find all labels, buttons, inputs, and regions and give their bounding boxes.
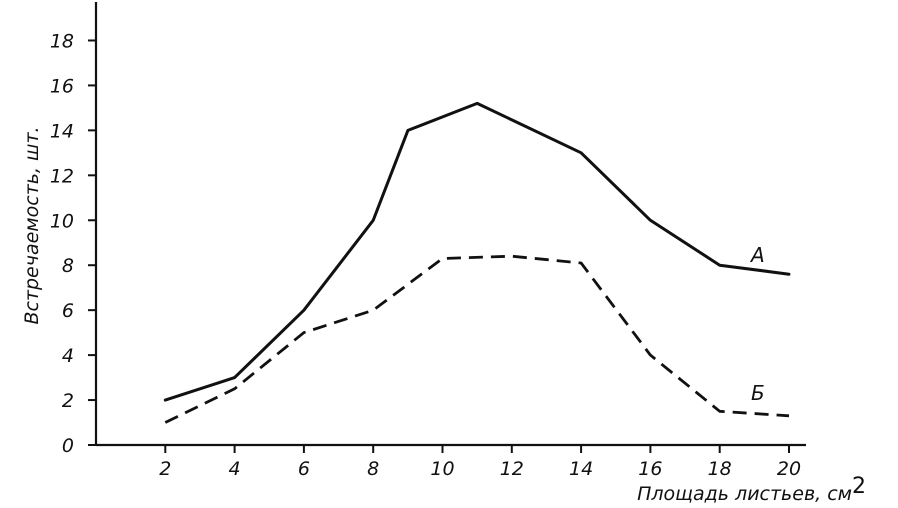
x-tick-label: 4 [229,458,241,480]
axes [94,2,806,447]
x-tick-label: 12 [500,458,524,480]
y-tick-label: 8 [62,255,74,277]
series-line-a [163,101,791,402]
y-tick-label: 0 [62,435,74,457]
series-label-b: Б [751,381,765,405]
x-axis-label-text: Площадь листьев, см [637,483,852,505]
x-tick-label: 14 [569,458,593,480]
x-tick-label: 10 [430,458,454,480]
series-group [163,101,791,424]
y-tick-label: 2 [62,390,74,412]
x-tick-label: 8 [367,458,379,480]
series-labels: АБ [749,243,765,405]
y-tick-label: 16 [50,75,74,97]
x-axis-label: Площадь листьев, см2 [637,474,866,505]
y-tick-label: 12 [50,165,74,187]
y-axis-label: Встречаемость, шт. [21,126,43,324]
y-tick-label: 14 [50,120,74,142]
y-tick-label: 18 [50,30,74,52]
y-tick-label: 10 [50,210,74,232]
x-tick-label: 18 [708,458,732,480]
x-tick-label: 6 [298,458,310,480]
series-label-a: А [749,243,765,267]
x-axis-label-superscript: 2 [852,474,866,499]
y-tick-label: 6 [62,300,74,322]
y-tick-label: 4 [62,345,74,367]
series-line-b [164,254,790,424]
x-axis-ticks: 2 4 6 8 10 12 14 16 18 20 [159,445,801,480]
y-axis-ticks: 0 2 4 6 8 10 12 14 16 18 [50,30,96,457]
x-tick-label: 2 [159,458,171,480]
x-tick-label: 20 [777,458,801,480]
x-tick-label: 16 [638,458,662,480]
